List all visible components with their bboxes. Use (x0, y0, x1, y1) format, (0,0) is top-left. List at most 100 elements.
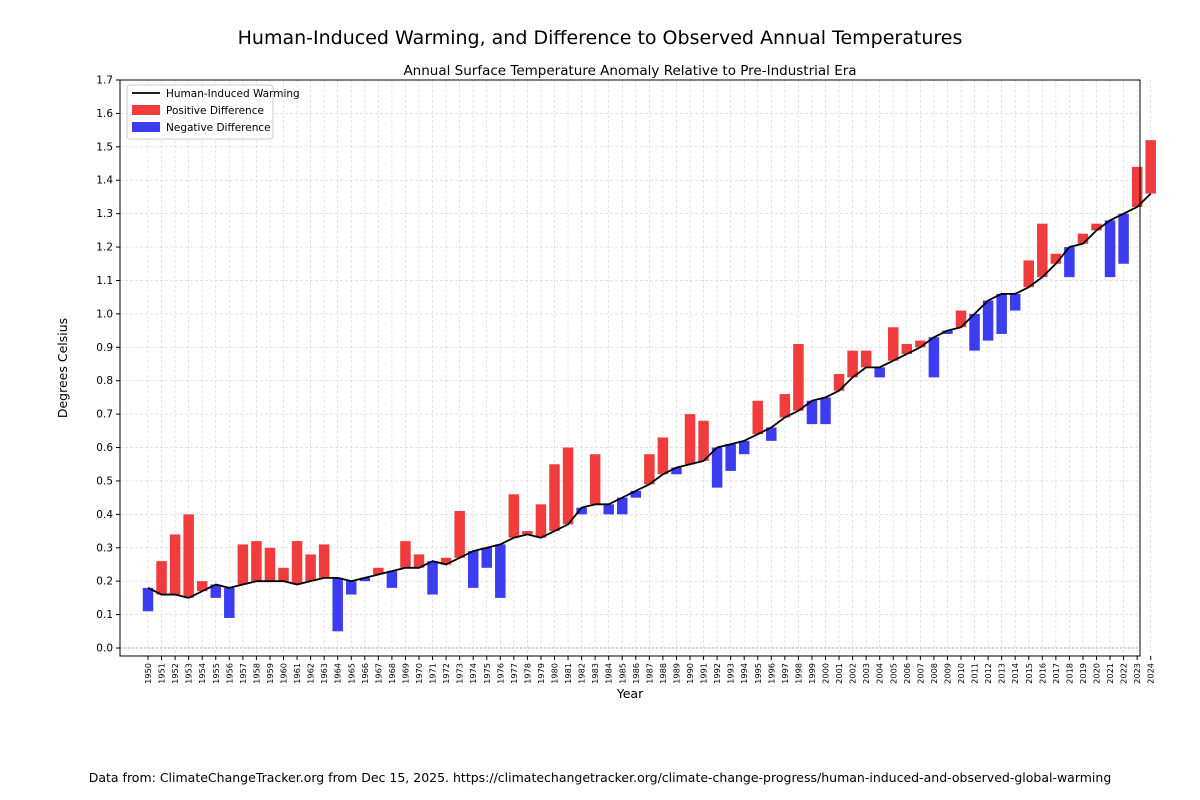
bar-positive-difference (278, 567, 289, 582)
x-tick-label: 1999 (807, 663, 817, 684)
bar-negative-difference (142, 587, 154, 612)
y-axis-label: Degrees Celsius (55, 318, 70, 418)
bar-negative-difference (630, 490, 642, 498)
legend-negative-swatch (132, 122, 160, 132)
bar-negative-difference (969, 313, 980, 351)
bar-positive-difference (657, 437, 669, 475)
x-tick-label: 1964 (333, 663, 343, 684)
x-axis-label: Year (616, 686, 644, 701)
x-tick-label: 2005 (888, 663, 898, 684)
x-tick-label: 1954 (197, 663, 207, 684)
x-tick-label: 1997 (780, 663, 790, 684)
x-tick-label: 1966 (360, 663, 370, 684)
y-tick-label: 0.4 (96, 509, 113, 521)
x-tick-label: 1951 (157, 663, 167, 684)
bar-negative-difference (766, 427, 777, 441)
bar-positive-difference (251, 541, 262, 582)
bar-negative-difference (210, 584, 221, 598)
x-tick-label: 2000 (821, 663, 831, 684)
x-tick-label: 1981 (563, 663, 573, 684)
bar-negative-difference (1104, 220, 1116, 278)
y-tick-label: 1.5 (96, 141, 113, 153)
bar-negative-difference (427, 561, 438, 595)
x-tick-label: 1974 (468, 663, 478, 684)
x-tick-label: 1986 (631, 663, 641, 684)
bar-negative-difference (603, 504, 614, 515)
bar-positive-difference (644, 454, 655, 485)
x-tick-label: 2007 (915, 663, 925, 684)
x-tick-label: 1969 (400, 663, 410, 684)
x-tick-label: 2012 (983, 663, 993, 684)
x-axis: 1950 1951 1952 1953 1954 1955 1956 1957 1958 1959… (143, 656, 1156, 684)
x-tick-label: 2008 (929, 663, 939, 684)
bar-positive-difference (1077, 233, 1089, 244)
bar-positive-difference (413, 554, 425, 568)
bar-negative-difference (386, 571, 398, 588)
x-tick-label: 1994 (739, 663, 749, 684)
bar-positive-difference (508, 494, 520, 538)
x-tick-label: 2016 (1037, 663, 1047, 684)
bar-positive-difference (915, 340, 926, 348)
bar-positive-difference (1050, 253, 1062, 264)
bar-positive-difference (901, 343, 913, 354)
bar-negative-difference (671, 467, 682, 475)
x-tick-label: 1995 (753, 663, 763, 684)
bar-positive-difference (684, 414, 696, 465)
bar-negative-difference (874, 367, 885, 378)
bar-positive-difference (1023, 260, 1034, 288)
human-induced-warming-line (147, 192, 1152, 599)
x-tick-label: 1965 (346, 663, 356, 684)
bar-positive-difference (1091, 223, 1102, 231)
bar-positive-difference (291, 541, 303, 585)
bar-positive-difference (589, 454, 601, 505)
x-tick-label: 2015 (1024, 663, 1034, 684)
x-tick-label: 1983 (590, 663, 600, 684)
y-axis: 0.0 0.1 0.2 0.3 0.4 0.5 0.6 0.7 0.8 0.9 1.0 1.1 1.2 1… (96, 75, 120, 655)
x-tick-label: 1962 (306, 663, 316, 684)
x-tick-label: 1979 (536, 663, 546, 684)
bar-positive-difference (373, 567, 384, 575)
x-tick-label: 2017 (1051, 663, 1061, 684)
bar-negative-difference (806, 400, 818, 425)
x-tick-label: 2006 (902, 663, 912, 684)
x-tick-label: 1958 (251, 663, 261, 684)
bar-positive-difference (237, 544, 249, 585)
legend-positive-label: Positive Difference (166, 105, 264, 117)
bar-positive-difference (400, 541, 411, 568)
x-tick-label: 1991 (699, 663, 709, 684)
x-tick-label: 1976 (495, 663, 505, 684)
bar-negative-difference (332, 577, 343, 632)
legend-line-label: Human-Induced Warming (166, 88, 300, 100)
legend-box (126, 84, 274, 140)
bar-positive-difference (264, 547, 276, 582)
bar-negative-difference (1118, 213, 1129, 264)
bar-positive-difference (454, 511, 465, 558)
x-tick-label: 2020 (1092, 663, 1102, 684)
y-tick-label: 0.8 (96, 375, 113, 387)
x-tick-label: 1955 (211, 663, 221, 684)
legend-positive-swatch (132, 105, 160, 115)
x-tick-label: 2022 (1119, 663, 1129, 684)
bar-negative-difference (982, 300, 994, 341)
bar-negative-difference (711, 447, 723, 488)
x-tick-label: 1971 (428, 663, 438, 684)
bar-positive-difference (196, 581, 208, 592)
bar-negative-difference (617, 497, 628, 515)
x-tick-label: 1984 (604, 663, 614, 684)
bar-negative-difference (481, 547, 492, 568)
x-tick-label: 2013 (997, 663, 1007, 684)
bar-positive-difference (793, 343, 804, 411)
bar-negative-difference (738, 440, 750, 455)
x-tick-label: 2011 (970, 663, 980, 684)
bar-negative-difference (996, 293, 1007, 334)
bar-positive-difference (860, 350, 872, 368)
bar-positive-difference (888, 327, 899, 361)
bar-negative-difference (1064, 247, 1075, 278)
x-tick-label: 1960 (279, 663, 289, 684)
y-tick-label: 0.2 (96, 576, 113, 588)
y-tick-label: 0.6 (96, 442, 113, 454)
bar-negative-difference (467, 551, 479, 588)
bar-negative-difference (928, 337, 940, 378)
y-tick-label: 1.2 (96, 242, 113, 254)
bar-negative-difference (359, 577, 371, 582)
